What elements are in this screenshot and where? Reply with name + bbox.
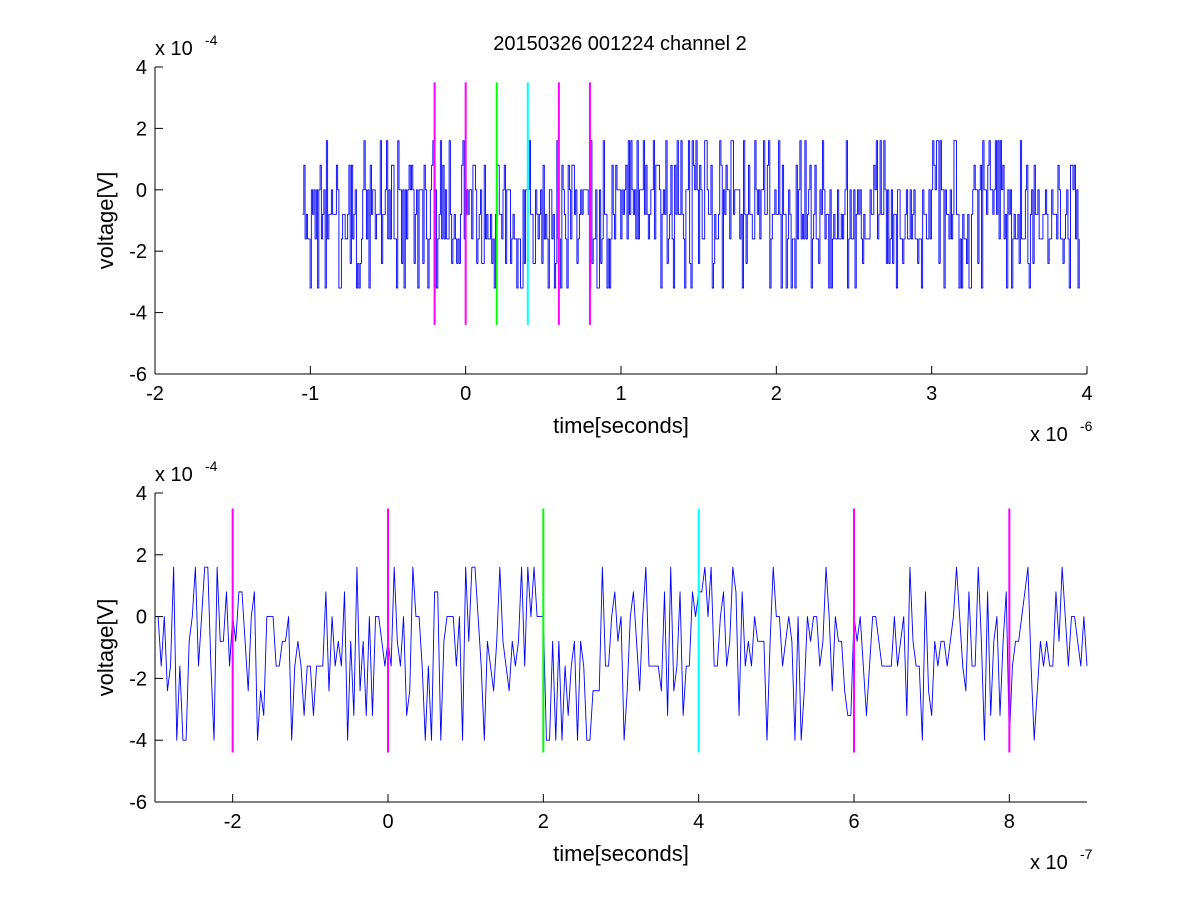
- x-tick-label: 3: [926, 383, 937, 405]
- x-tick-label: 2: [538, 811, 549, 833]
- plots-layer: -2 -1 0 1 2 3 4-6-4-2024time[seconds]voltage[V…: [93, 32, 1093, 874]
- plot-1: -2 -1 0 1 2 3 4 -6 -4 -2 0 2 4 time[seconds] voltage[V…: [93, 32, 1093, 446]
- y-exponent-label: x 10: [155, 464, 193, 486]
- y-tick-label: -2: [129, 668, 147, 690]
- x-axis-label: time[seconds]: [553, 413, 689, 438]
- x-exponent-label: x 10: [1030, 852, 1068, 874]
- signal-trace: [155, 566, 1088, 741]
- figure-title: 20150326 001224 channel 2: [493, 33, 747, 55]
- y-exponent-power: -4: [205, 32, 218, 48]
- x-exponent-power: -6: [1080, 418, 1093, 434]
- x-tick-label: 6: [848, 811, 859, 833]
- y-exponent-label: x 10: [155, 38, 193, 60]
- y-tick-label: 0: [136, 607, 147, 629]
- signal-trace: [302, 140, 1080, 289]
- x-tick-label: -2: [224, 811, 242, 833]
- x-exponent-power: -7: [1080, 846, 1093, 862]
- x-tick-label: 4: [1081, 383, 1092, 405]
- plot-2: -2 0 2 4 6 8-6-4-2024time[seconds]voltage[V]x…: [93, 458, 1093, 874]
- x-tick-label: 1: [615, 383, 626, 405]
- y-exponent-power: -4: [205, 458, 218, 474]
- y-axis-label: voltage[V]: [93, 172, 118, 270]
- y-axis-label: voltage[V]: [93, 599, 118, 697]
- x-exponent-label: x 10: [1030, 424, 1068, 446]
- y-tick-label: -2: [129, 241, 147, 263]
- x-tick-label: 0: [460, 383, 471, 405]
- x-tick-label: -2: [146, 383, 164, 405]
- x-axis-label: time[seconds]: [553, 841, 689, 866]
- x-tick-label: -1: [301, 383, 319, 405]
- y-tick-label: -4: [129, 730, 147, 752]
- y-tick-label: -4: [129, 303, 147, 325]
- x-tick-label: 2: [771, 383, 782, 405]
- y-tick-label: 2: [136, 118, 147, 140]
- y-tick-label: 4: [136, 57, 147, 79]
- x-tick-label: 0: [382, 811, 393, 833]
- y-tick-label: -6: [129, 364, 147, 386]
- y-tick-label: 2: [136, 545, 147, 567]
- y-tick-label: 4: [136, 483, 147, 505]
- y-tick-label: -6: [129, 792, 147, 814]
- x-tick-label: 4: [693, 811, 704, 833]
- x-tick-label: 8: [1004, 811, 1015, 833]
- y-tick-label: 0: [136, 180, 147, 202]
